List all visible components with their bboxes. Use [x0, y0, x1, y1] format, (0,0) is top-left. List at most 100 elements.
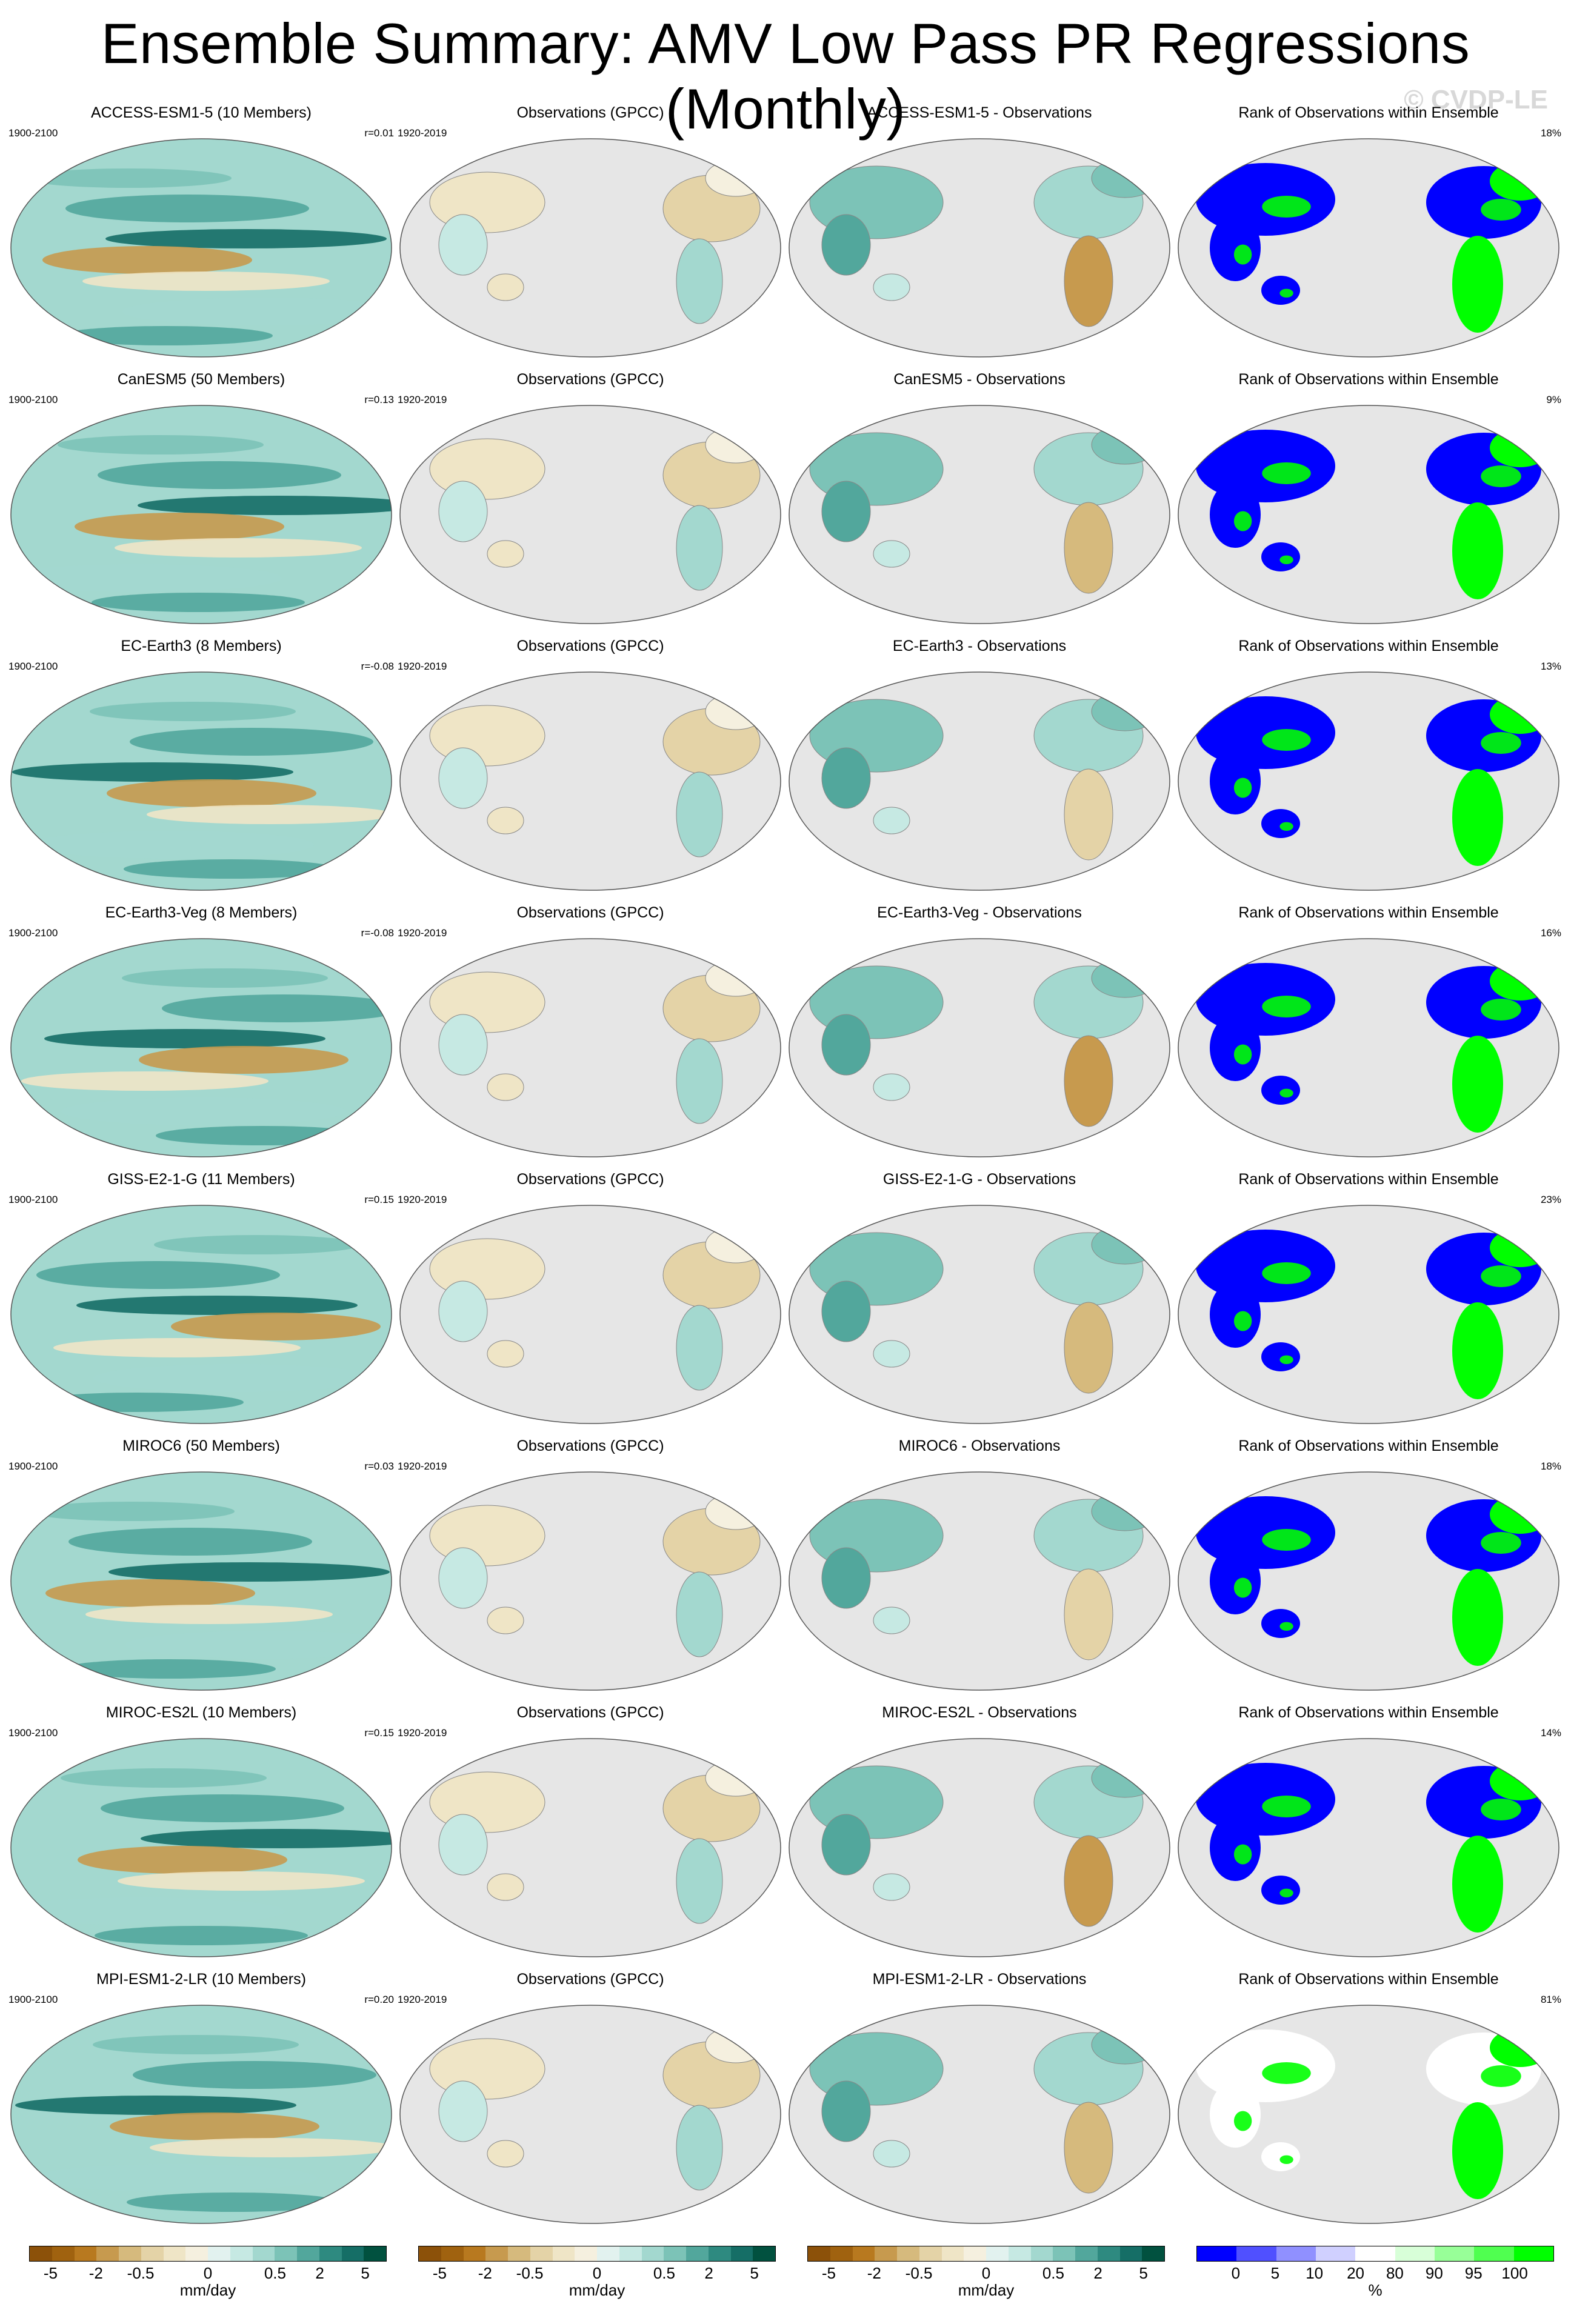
- pattern-correlation: r=-0.08: [361, 661, 394, 672]
- year-range: 1900-2100: [8, 927, 58, 939]
- rank-map: [1178, 1738, 1559, 1957]
- colorbar-unit: mm/day: [958, 2281, 1015, 2299]
- panel-title: MIROC-ES2L (10 Members): [105, 1704, 297, 1721]
- rank-percent: 13%: [1540, 661, 1561, 672]
- colorbar-swatch: [52, 2246, 75, 2261]
- panel-title: MIROC6 - Observations: [898, 1437, 1061, 1454]
- panel-title: GISS-E2-1-G - Observations: [882, 1171, 1076, 1188]
- obs-map: [399, 405, 781, 624]
- rank-percent: 9%: [1546, 394, 1561, 405]
- pattern-correlation: r=0.13: [364, 394, 394, 405]
- pattern-correlation: r=0.15: [364, 1727, 394, 1739]
- model-map: [10, 671, 392, 891]
- rank-map: [1178, 671, 1559, 891]
- colorbar-observations: -5 -2 -0.5 0 0.5 2 5 mm/day: [418, 2246, 776, 2300]
- colorbar-swatch: [297, 2246, 319, 2261]
- obs-panel: Observations (GPCC) 1920-2019: [396, 371, 784, 638]
- rank-map: [1178, 938, 1559, 1157]
- colorbar-swatch: [808, 2246, 830, 2261]
- year-range: 1900-2100: [8, 127, 58, 139]
- diff-map: [789, 1738, 1170, 1957]
- colorbar-tick-label: 0: [592, 2264, 602, 2282]
- pattern-correlation: r=-0.08: [361, 927, 394, 939]
- colorbar-unit: mm/day: [569, 2281, 625, 2299]
- panel-title: Observations (GPCC): [516, 1704, 664, 1721]
- colorbar-swatch: [1075, 2246, 1098, 2261]
- colorbar-tick-label: -2: [867, 2264, 881, 2282]
- obs-map: [399, 938, 781, 1157]
- panel-title: Rank of Observations within Ensemble: [1238, 1971, 1499, 1988]
- year-range: 1920-2019: [398, 1194, 447, 1205]
- rank-panel: Rank of Observations within Ensemble 81%: [1175, 1971, 1563, 2237]
- panel-title: ACCESS-ESM1-5 (10 Members): [91, 104, 312, 121]
- diff-map: [789, 938, 1170, 1157]
- colorbar-tick-label: -0.5: [516, 2264, 544, 2282]
- colorbar-swatch: [1434, 2246, 1475, 2261]
- colorbar-swatch: [1236, 2246, 1276, 2261]
- colorbar-unit: mm/day: [179, 2281, 236, 2299]
- diff-panel: ACCESS-ESM1-5 - Observations: [786, 104, 1173, 371]
- colorbar-swatch: [74, 2246, 97, 2261]
- colorbar-tick-label: 5: [361, 2264, 370, 2282]
- year-range: 1920-2019: [398, 661, 447, 672]
- colorbar-swatch: [1513, 2246, 1553, 2261]
- panel-title: Observations (GPCC): [516, 371, 664, 388]
- model-panel: ACCESS-ESM1-5 (10 Members) 1900-2100 r=0.0…: [7, 104, 395, 371]
- diff-panel: MIROC6 - Observations: [786, 1437, 1173, 1704]
- model-panel: MIROC6 (50 Members) 1900-2100 r=0.03: [7, 1437, 395, 1704]
- colorbar-difference: -5 -2 -0.5 0 0.5 2 5 mm/day: [807, 2246, 1165, 2300]
- panel-title: EC-Earth3-Veg (8 Members): [105, 904, 298, 921]
- colorbar-tick-label: 0: [1231, 2264, 1241, 2282]
- colorbar-tick-label: 80: [1386, 2264, 1404, 2282]
- obs-map: [399, 671, 781, 891]
- panel-title: CanESM5 - Observations: [893, 371, 1066, 388]
- obs-map: [399, 1205, 781, 1424]
- colorbar-tick-label: 2: [704, 2264, 713, 2282]
- colorbar-tick-label: 0: [981, 2264, 991, 2282]
- panel-title: Rank of Observations within Ensemble: [1238, 371, 1499, 388]
- panel-title: Rank of Observations within Ensemble: [1238, 104, 1499, 121]
- colorbar-swatch: [1053, 2246, 1075, 2261]
- year-range: 1900-2100: [8, 1994, 58, 2005]
- model-map: [10, 405, 392, 624]
- colorbar-swatch: [1119, 2246, 1142, 2261]
- panel-title: MPI-ESM1-2-LR (10 Members): [96, 1971, 306, 1988]
- colorbar-swatch: [1097, 2246, 1120, 2261]
- colorbar-swatch: [252, 2246, 275, 2261]
- colorbar-swatch: [141, 2246, 164, 2261]
- year-range: 1920-2019: [398, 1994, 447, 2005]
- colorbar-swatch: [575, 2246, 597, 2261]
- panel-title: Observations (GPCC): [516, 1971, 664, 1988]
- colorbar-swatch: [508, 2246, 530, 2261]
- diff-map: [789, 138, 1170, 358]
- panel-title: Rank of Observations within Ensemble: [1238, 1704, 1499, 1721]
- colorbar-swatch: [641, 2246, 664, 2261]
- pattern-correlation: r=0.01: [364, 127, 394, 139]
- year-range: 1900-2100: [8, 1194, 58, 1205]
- year-range: 1900-2100: [8, 1460, 58, 1472]
- colorbar-swatch: [1030, 2246, 1053, 2261]
- rank-map: [1178, 138, 1559, 358]
- model-panel: GISS-E2-1-G (11 Members) 1900-2100 r=0.15: [7, 1171, 395, 1437]
- colorbar-tick-label: 5: [750, 2264, 759, 2282]
- obs-panel: Observations (GPCC) 1920-2019: [396, 1437, 784, 1704]
- model-panel: MIROC-ES2L (10 Members) 1900-2100 r=0.15: [7, 1704, 395, 1971]
- colorbar-swatch: [319, 2246, 342, 2261]
- model-map: [10, 138, 392, 358]
- panel-title: Rank of Observations within Ensemble: [1238, 1171, 1499, 1188]
- colorbar-tick-label: -5: [43, 2264, 58, 2282]
- colorbar-swatch: [964, 2246, 986, 2261]
- colorbar-tick-label: 95: [1464, 2264, 1483, 2282]
- colorbar-tick-label: -2: [478, 2264, 492, 2282]
- colorbar-tick-label: 0.5: [1042, 2264, 1064, 2282]
- model-panel: EC-Earth3 (8 Members) 1900-2100 r=-0.08: [7, 638, 395, 904]
- obs-panel: Observations (GPCC) 1920-2019: [396, 638, 784, 904]
- colorbar-swatch: [986, 2246, 1009, 2261]
- rank-percent: 23%: [1540, 1194, 1561, 1205]
- obs-map: [399, 2005, 781, 2224]
- panel-title: Rank of Observations within Ensemble: [1238, 904, 1499, 921]
- rank-panel: Rank of Observations within Ensemble 13%: [1175, 638, 1563, 904]
- rank-panel: Rank of Observations within Ensemble 18%: [1175, 104, 1563, 371]
- colorbar-swatch: [686, 2246, 709, 2261]
- colorbar-rank: 0 5 10 20 80 90 95 100 %: [1196, 2246, 1554, 2300]
